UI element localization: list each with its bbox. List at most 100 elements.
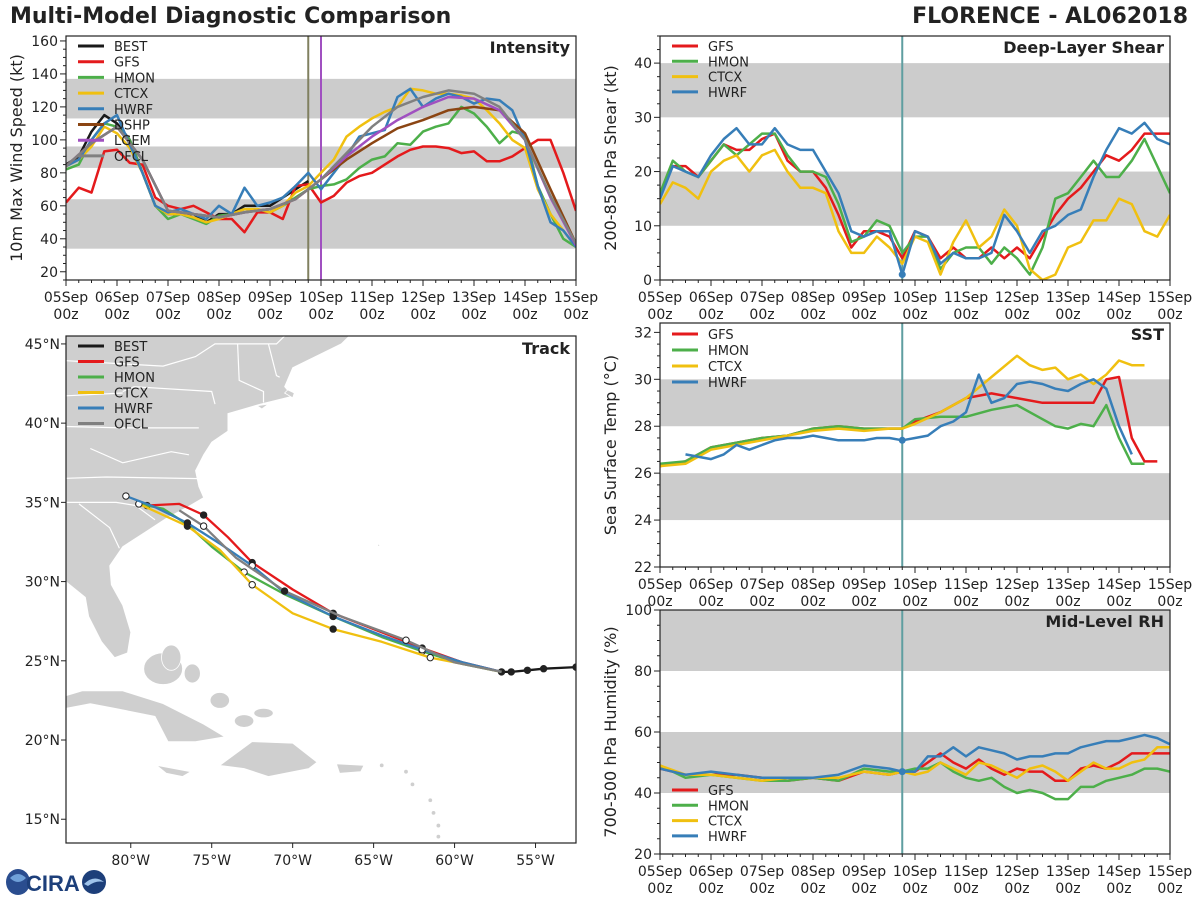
shear-ytick-label: 40 (634, 56, 652, 72)
track-ytick-label: 30°N (25, 575, 60, 591)
track-point-best (523, 666, 532, 675)
track-point-best (507, 668, 515, 676)
track-state-border (66, 336, 286, 367)
track-ytick-label: 35°N (25, 495, 60, 511)
sst-xtick-label: 00z (902, 594, 927, 610)
sst-xtick-label: 05Sep (638, 577, 682, 593)
track-ytick-label: 20°N (25, 733, 60, 749)
rh-series-hwrf (660, 733, 1170, 780)
shear-legend-label-ctcx: CTCX (708, 71, 742, 86)
track-point-ofcl (402, 636, 410, 644)
sst-xtick-label: 00z (1004, 594, 1029, 610)
sst-ytick-label: 30 (634, 372, 652, 388)
sst-xtick-label: 13Sep (1046, 577, 1090, 593)
intensity-xtick-label: 08Sep (197, 290, 241, 306)
intensity-xtick-label: 05Sep (44, 290, 88, 306)
sst-ylabel: Sea Surface Temp (°C) (601, 355, 620, 535)
intensity-xtick-label: 00z (461, 307, 486, 323)
track-land-group (66, 336, 442, 850)
track-borders-group (66, 336, 286, 549)
intensity-legend-label-ctcx: CTCX (114, 87, 148, 102)
sst-xtick-label: 00z (1106, 594, 1131, 610)
rh-legend-label-ctcx: CTCX (708, 815, 742, 830)
shear-xtick-label: 00z (1055, 307, 1080, 323)
shear-xtick-label: 00z (1004, 307, 1029, 323)
rh-xtick-label: 00z (749, 881, 774, 897)
cira-logo-text: CIRA (26, 871, 80, 896)
rh-xtick-label: 00z (1055, 881, 1080, 897)
shear-xtick-label: 00z (749, 307, 774, 323)
intensity-xtick-label: 07Sep (146, 290, 190, 306)
rh-xtick-label: 08Sep (791, 864, 835, 880)
sst-xtick-label: 00z (698, 594, 723, 610)
sst-series-hwrf (685, 373, 1133, 461)
rh-xtick-label: 00z (698, 881, 723, 897)
sst-panel: 22242628303205Sep00z06Sep00z07Sep00z08Se… (601, 322, 1192, 610)
track-legend-label-hmon: HMON (114, 371, 155, 386)
track-land-bahamas (253, 707, 274, 719)
shear-xtick-label: 00z (902, 307, 927, 323)
track-frame (65, 335, 577, 844)
shear-xtick-label: 00z (647, 307, 672, 323)
track-point-best (539, 665, 548, 673)
shear-series-group (660, 121, 1170, 280)
intensity-ytick-label: 80 (40, 166, 58, 182)
track-point-hwrf (183, 519, 192, 527)
track-land-jamaica (156, 765, 192, 777)
sst-xtick-label: 12Sep (995, 577, 1039, 593)
figure-title: Multi-Model Diagnostic Comparison (10, 4, 452, 29)
shear-xtick-label: 00z (800, 307, 825, 323)
intensity-xtick-label: 00z (512, 307, 537, 323)
sst-xtick-label: 00z (953, 594, 978, 610)
shear-ytick-label: 0 (643, 273, 652, 289)
sst-ytick-label: 28 (634, 419, 652, 435)
sst-xtick-label: 10Sep (893, 577, 937, 593)
sst-xtick-label: 08Sep (791, 577, 835, 593)
cira-logo: CIRA (6, 869, 106, 896)
rh-xtick-label: 14Sep (1097, 864, 1141, 880)
track-land-lesser-antilles (409, 781, 416, 788)
sst-ytick-label: 32 (634, 325, 652, 341)
sst-legend-label-hwrf: HWRF (708, 376, 747, 391)
track-legend-label-ofcl: OFCL (114, 418, 149, 433)
sst-xtick-label: 06Sep (689, 577, 733, 593)
intensity-title: Intensity (490, 38, 571, 57)
intensity-xtick-label: 00z (308, 307, 333, 323)
rh-xtick-label: 06Sep (689, 864, 733, 880)
rh-xtick-label: 05Sep (638, 864, 682, 880)
shear-xtick-label: 00z (851, 307, 876, 323)
intensity-xtick-label: 00z (257, 307, 282, 323)
track-land-lesser-antilles (433, 845, 438, 850)
rh-band (660, 610, 1170, 671)
shear-xtick-label: 00z (953, 307, 978, 323)
intensity-legend-label-lgem: LGEM (114, 134, 151, 149)
track-state-border (237, 343, 265, 403)
rh-xtick-label: 10Sep (893, 864, 937, 880)
rh-xtick-label: 09Sep (842, 864, 886, 880)
sst-xtick-label: 15Sep (1148, 577, 1192, 593)
shear-ylabel: 200-850 hPa Shear (kt) (601, 65, 620, 251)
rh-series-hmon (660, 761, 1170, 801)
track-land-lesser-antilles (427, 797, 433, 803)
sst-xtick-label: 14Sep (1097, 577, 1141, 593)
intensity-series-hwrf (66, 87, 576, 248)
sst-xtick-label: 11Sep (944, 577, 988, 593)
shear-xtick-label: 08Sep (791, 290, 835, 306)
shear-xtick-label: 00z (1106, 307, 1131, 323)
intensity-xtick-label: 11Sep (350, 290, 394, 306)
intensity-legend-label-dshp: DSHP (114, 119, 150, 134)
shear-xtick-label: 07Sep (740, 290, 784, 306)
sst-series-group (660, 354, 1158, 468)
sst-xtick-label: 00z (1055, 594, 1080, 610)
track-land-lesser-antilles (435, 833, 442, 840)
track-state-border (78, 503, 120, 549)
track-land-bahamas (161, 644, 182, 671)
track-point-ofcl (199, 522, 208, 530)
intensity-xtick-label: 15Sep (554, 290, 598, 306)
track-legend-label-hwrf: HWRF (114, 402, 153, 417)
intensity-ytick-label: 160 (31, 34, 58, 50)
shear-series-ctcx (660, 148, 1170, 280)
track-series-ofcl (178, 509, 502, 674)
sst-ytick-label: 22 (634, 560, 652, 576)
